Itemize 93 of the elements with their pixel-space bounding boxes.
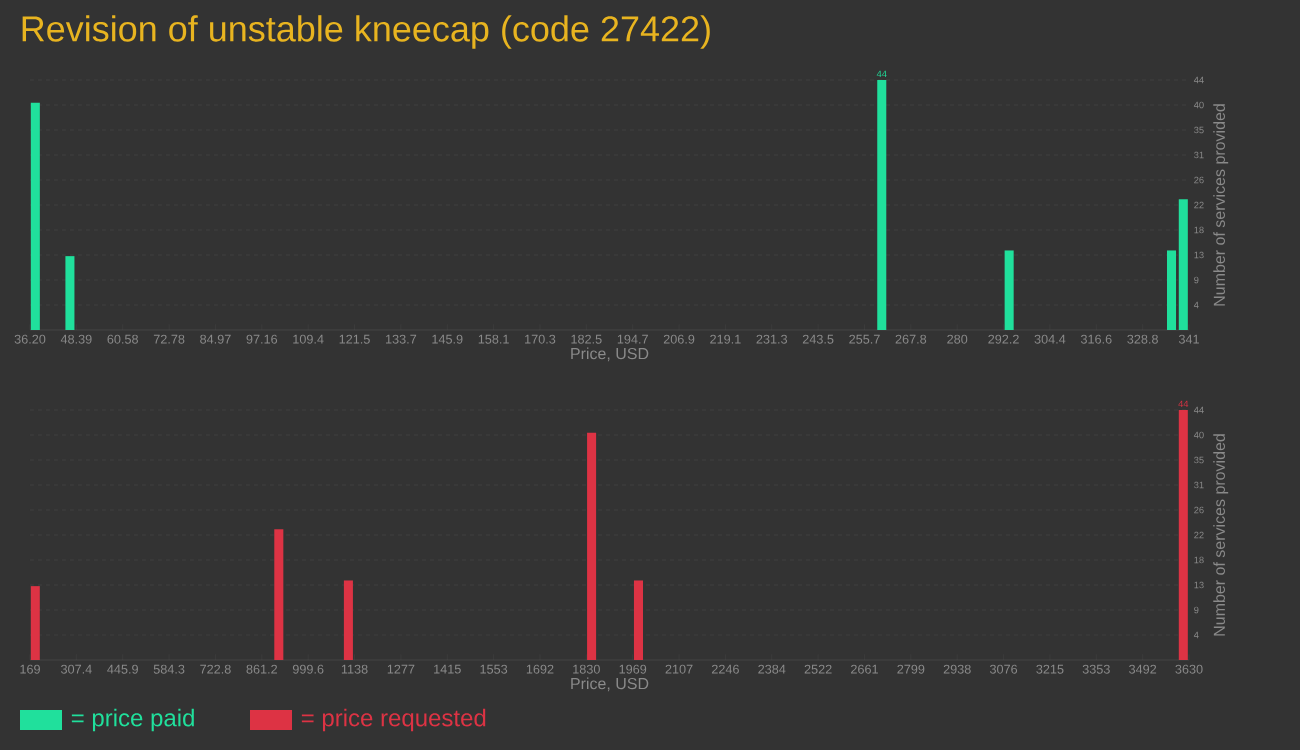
x-tick-label: 3215 bbox=[1036, 664, 1064, 674]
x-tick-label: 2522 bbox=[804, 664, 832, 674]
x-tick-label: 3492 bbox=[1129, 664, 1157, 674]
y-tick-label: 31 bbox=[1194, 151, 1204, 159]
y-tick-label: 4 bbox=[1193, 631, 1199, 639]
x-tick-label: 133.7 bbox=[386, 334, 417, 344]
y-tick-label: 35 bbox=[1194, 126, 1204, 134]
x-tick-label: 3353 bbox=[1082, 664, 1110, 674]
data-label: 44 bbox=[876, 70, 887, 78]
x-tick-label: 2799 bbox=[897, 664, 925, 674]
bar bbox=[877, 80, 887, 330]
x-tick-label: 292.2 bbox=[988, 334, 1019, 344]
x-tick-label: 328.8 bbox=[1127, 334, 1158, 344]
x-tick-label: 1830 bbox=[573, 664, 600, 674]
legend-label: = price paid bbox=[71, 708, 194, 732]
x-tick-label: 722.8 bbox=[200, 664, 231, 674]
x-tick-label: 72.78 bbox=[153, 334, 185, 344]
x-tick-label: 3076 bbox=[989, 664, 1018, 674]
y-axis-title: Number of services provided bbox=[1213, 104, 1229, 306]
bar bbox=[1004, 250, 1014, 330]
x-tick-label: 3630 bbox=[1175, 664, 1203, 674]
x-tick-label: 255.7 bbox=[849, 334, 880, 344]
bar bbox=[1178, 410, 1188, 660]
x-tick-label: 109.4 bbox=[293, 334, 324, 344]
x-tick-label: 307.4 bbox=[60, 664, 92, 674]
y-tick-label: 18 bbox=[1194, 556, 1204, 564]
x-tick-label: 182.5 bbox=[571, 334, 602, 344]
x-tick-label: 2107 bbox=[665, 664, 693, 674]
x-tick-label: 60.58 bbox=[107, 334, 139, 344]
bar bbox=[30, 102, 40, 330]
y-tick-label: 4 bbox=[1193, 301, 1199, 309]
x-axis-title: Price, USD bbox=[571, 677, 649, 692]
x-tick-label: 194.7 bbox=[617, 334, 648, 344]
chart-title: Revision of unstable kneecap (code 27422) bbox=[22, 15, 710, 49]
bar bbox=[30, 586, 40, 660]
x-tick-label: 84.97 bbox=[200, 334, 231, 344]
x-tick-label: 1969 bbox=[619, 664, 647, 674]
x-tick-label: 1415 bbox=[434, 664, 461, 674]
x-tick-label: 48.39 bbox=[60, 334, 92, 344]
x-tick-label: 445.9 bbox=[107, 664, 138, 674]
y-tick-label: 9 bbox=[1194, 276, 1199, 284]
y-tick-label: 18 bbox=[1194, 226, 1204, 234]
y-tick-label: 26 bbox=[1194, 176, 1204, 184]
x-tick-label: 584.3 bbox=[153, 664, 185, 674]
y-tick-label: 22 bbox=[1194, 201, 1204, 209]
y-tick-label: 35 bbox=[1194, 456, 1204, 464]
bar bbox=[274, 529, 284, 660]
x-tick-label: 121.5 bbox=[339, 334, 370, 344]
x-tick-label: 1277 bbox=[387, 664, 415, 674]
x-tick-label: 97.16 bbox=[246, 334, 278, 344]
x-tick-label: 2661 bbox=[851, 664, 878, 674]
bar bbox=[65, 256, 75, 330]
y-tick-label: 13 bbox=[1194, 251, 1204, 259]
y-tick-label: 44 bbox=[1193, 76, 1204, 84]
data-label: 44 bbox=[1178, 400, 1189, 408]
y-axis-title: Number of services provided bbox=[1213, 434, 1229, 636]
x-tick-label: 2384 bbox=[758, 664, 786, 674]
x-tick-label: 341 bbox=[1178, 334, 1199, 344]
x-tick-label: 206.9 bbox=[663, 334, 695, 344]
x-tick-label: 36.20 bbox=[14, 334, 46, 344]
x-tick-label: 280 bbox=[947, 334, 968, 344]
x-tick-label: 1553 bbox=[480, 664, 508, 674]
x-tick-label: 169 bbox=[20, 664, 40, 674]
x-tick-label: 145.9 bbox=[432, 334, 463, 344]
x-axis-title: Price, USD bbox=[571, 347, 649, 362]
y-tick-label: 40 bbox=[1193, 431, 1204, 439]
bar bbox=[633, 580, 643, 660]
x-tick-label: 861.2 bbox=[246, 664, 278, 674]
x-tick-label: 231.3 bbox=[756, 334, 788, 344]
x-tick-label: 304.4 bbox=[1034, 334, 1066, 344]
y-tick-label: 9 bbox=[1194, 606, 1199, 614]
legend-label: = price requested bbox=[301, 708, 486, 732]
y-tick-label: 13 bbox=[1194, 581, 1204, 589]
y-tick-label: 44 bbox=[1193, 406, 1204, 414]
bar bbox=[343, 580, 353, 660]
x-tick-label: 999.6 bbox=[292, 664, 324, 674]
x-tick-label: 219.1 bbox=[710, 334, 741, 344]
x-tick-label: 170.3 bbox=[525, 334, 556, 344]
y-tick-label: 26 bbox=[1194, 506, 1204, 514]
x-tick-label: 267.8 bbox=[895, 334, 927, 344]
x-tick-label: 316.6 bbox=[1080, 334, 1112, 344]
bar bbox=[1178, 199, 1188, 330]
bar bbox=[587, 432, 597, 660]
x-tick-label: 243.5 bbox=[802, 334, 834, 344]
x-tick-label: 2938 bbox=[943, 664, 971, 674]
bar bbox=[1167, 250, 1177, 330]
y-tick-label: 31 bbox=[1194, 481, 1204, 489]
x-tick-label: 1692 bbox=[526, 664, 554, 674]
x-tick-label: 158.1 bbox=[478, 334, 509, 344]
x-tick-label: 2246 bbox=[711, 664, 739, 674]
y-tick-label: 22 bbox=[1194, 531, 1204, 539]
x-tick-label: 1138 bbox=[341, 664, 368, 674]
y-tick-label: 40 bbox=[1193, 101, 1204, 109]
